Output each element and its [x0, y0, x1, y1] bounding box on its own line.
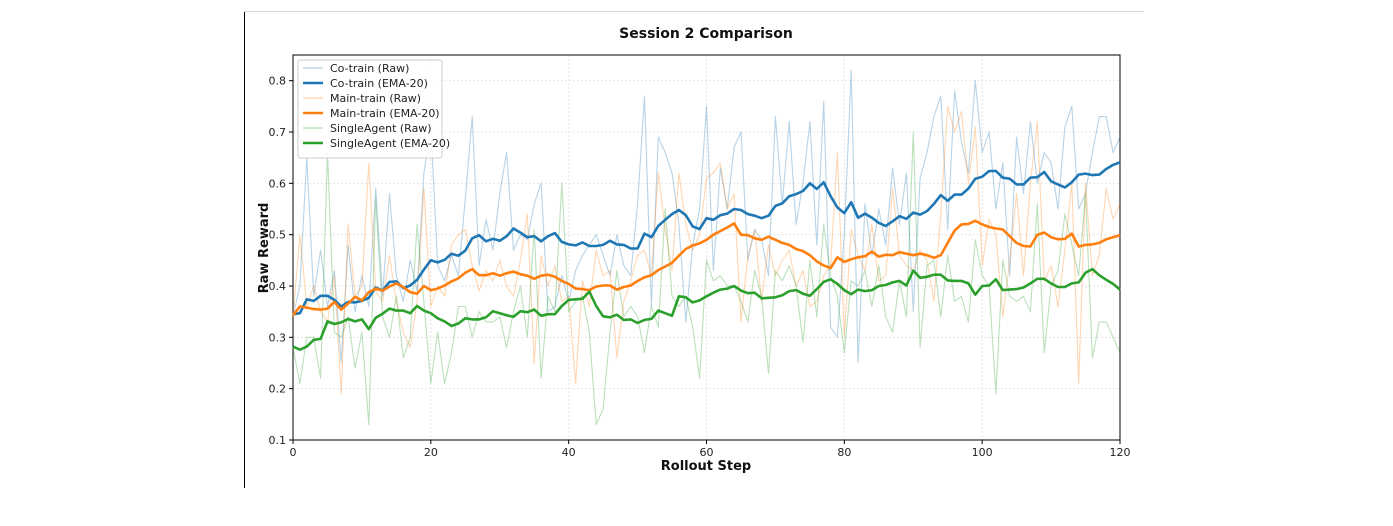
- x-tick-label: 0: [290, 446, 297, 459]
- y-tick-label: 0.6: [269, 177, 287, 190]
- y-tick-label: 0.4: [269, 280, 287, 293]
- series-line-co-train-ema-20: [292, 161, 1121, 316]
- series-line-main-train-ema-20: [291, 219, 1121, 317]
- x-axis-title: Rollout Step: [661, 459, 751, 474]
- legend-label: Co-train (EMA-20): [330, 77, 428, 90]
- y-axis-title: Raw Reward: [257, 203, 272, 294]
- series-line-singleagent-ema-20: [292, 267, 1121, 352]
- y-tick-label: 0.2: [269, 383, 287, 396]
- x-tick-label: 120: [1110, 446, 1131, 459]
- legend-label: SingleAgent (EMA-20): [330, 137, 450, 150]
- axis-ticks: 0 20 40 60 80 100 120 0.1 0.2 0.3 0.4 0.5 0.6 0.7 0.8: [269, 75, 1131, 459]
- y-tick-label: 0.7: [269, 126, 287, 139]
- legend-box: [297, 59, 443, 159]
- chart-title: Session 2 Comparison: [619, 26, 793, 42]
- x-tick-label: 100: [972, 446, 993, 459]
- y-tick-label: 0.1: [269, 434, 287, 447]
- x-tick-label: 80: [837, 446, 851, 459]
- x-tick-label: 60: [700, 446, 714, 459]
- series-lines: [291, 69, 1121, 426]
- legend-label: Main-train (Raw): [330, 92, 421, 105]
- x-tick-label: 40: [562, 446, 576, 459]
- legend-label: Co-train (Raw): [330, 62, 409, 75]
- series-line-main-train-raw: [292, 105, 1121, 395]
- legend: Co-train (Raw) Co-train (EMA-20) Main-trai…: [297, 59, 450, 159]
- y-tick-label: 0.5: [269, 229, 287, 242]
- legend-label: Main-train (EMA-20): [330, 107, 440, 120]
- y-tick-label: 0.8: [269, 75, 287, 88]
- top-border-line: [244, 11, 1144, 12]
- x-tick-label: 20: [424, 446, 438, 459]
- left-border-line: [244, 12, 245, 488]
- legend-label: SingleAgent (Raw): [330, 122, 432, 135]
- y-tick-label: 0.3: [269, 331, 287, 344]
- series-line-singleagent-raw: [292, 131, 1121, 426]
